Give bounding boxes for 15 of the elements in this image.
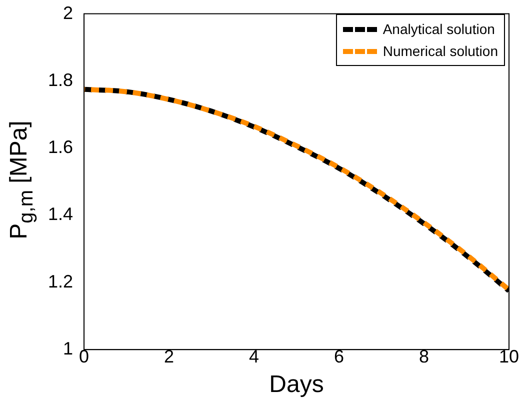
x-tick-label: 0 xyxy=(79,346,90,366)
y-tick-label: 2 xyxy=(63,2,74,23)
x-tick-label: 2 xyxy=(164,346,174,366)
y-tick-label: 1.4 xyxy=(48,204,74,224)
legend-label: Numerical solution xyxy=(382,42,498,61)
y-tick-label: 1.2 xyxy=(48,271,74,292)
x-tick-label: 4 xyxy=(249,346,260,366)
y-tick-label: 1.6 xyxy=(48,137,74,158)
x-axis-title: Days xyxy=(269,371,324,398)
y-tick-label: 1 xyxy=(63,338,74,359)
legend-label: Analytical solution xyxy=(382,20,496,39)
x-tick-label: 6 xyxy=(334,346,344,366)
y-tick-label: 1.8 xyxy=(48,70,74,90)
x-tick-label: 8 xyxy=(418,346,430,366)
x-tick-label: 10 xyxy=(498,346,520,366)
